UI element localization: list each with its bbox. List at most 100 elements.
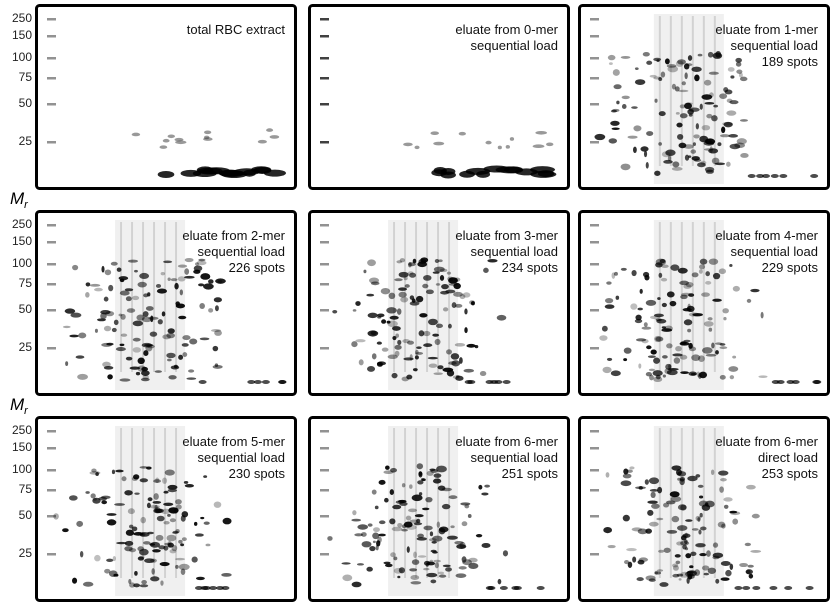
marker-band [320,224,329,227]
gel-spot [719,374,726,380]
gel-spot [692,313,703,317]
gel-spot [739,119,748,122]
gel-spot [404,284,410,288]
gel-spot [694,569,701,576]
gel-spot [665,149,676,156]
gel-spot [384,497,389,503]
marker-band [590,447,599,450]
gel-spot [487,258,498,263]
gel-spot [442,307,449,312]
streak [131,428,134,578]
gel-spot [604,304,615,309]
marker-band [47,515,56,518]
gel-spot [703,140,715,146]
gel-spot [634,67,639,70]
gel-spot [107,374,113,380]
gel-spot [182,352,188,357]
marker-band [320,35,329,38]
gel-spot [460,502,471,506]
gel-spot [155,534,164,541]
marker-band [47,263,56,266]
panel-caption: sequential load [471,450,558,465]
gel-spot [64,308,76,314]
panel-bg [578,210,830,396]
gel-spot [605,472,610,478]
gel-spot [417,533,424,539]
gel-spot [483,165,510,173]
gel-spot [423,275,432,281]
gel-spot [417,261,428,268]
marker-band [47,224,56,227]
gel-spot [666,500,676,505]
gel-spot [659,259,666,264]
streak [658,222,661,372]
gel-panel: total RBC extract [35,4,297,190]
panel-caption: eluate from 0-mer [455,22,558,37]
marker-band [47,77,56,80]
gel-spot [739,562,748,568]
gel-spot [476,170,491,178]
gel-spot [629,466,635,470]
gel-spot [428,363,438,368]
streak [426,428,429,578]
gel-spot [612,69,620,76]
panel-caption: eluate from 4-mer [715,228,818,243]
streak [153,222,156,372]
mw-tick-label: 25 [19,340,33,354]
gel-spot [677,59,686,65]
gel-spot [478,484,483,490]
streak [713,16,716,166]
gel-spot [269,135,280,139]
gel-spot [454,541,464,545]
gel-spot [706,113,713,119]
gel-spot [416,518,421,524]
gel-spot [65,361,69,367]
gel-spot [810,174,819,178]
gel-spot [159,561,170,567]
gel-spot [711,157,720,165]
panel-caption: sequential load [198,244,285,259]
gel-spot [369,545,376,552]
gel-spot [199,337,210,341]
gel-spot [416,346,422,350]
gel-spot [688,342,693,349]
gel-spot [155,283,162,288]
gel-spot [745,569,753,575]
marker-band [590,309,599,312]
gel-spot [481,492,489,496]
gel-spot [131,526,138,532]
gel-spot [367,259,376,267]
gel-spot [784,586,793,590]
gel-spot [222,517,232,525]
gel-spot [214,330,222,336]
streak [702,222,705,372]
gel-spot [94,287,103,292]
gel-spot [701,347,713,354]
gel-spot [144,558,155,564]
gel-spot [127,259,139,263]
gel-spot [184,483,194,488]
gel-spot [652,370,663,377]
gel-spot [439,274,445,281]
gel-spot [94,554,101,562]
gel-spot [776,380,785,384]
gel-spot [627,135,638,139]
gel-spot [445,289,456,294]
gel-spot [454,303,463,308]
gel-spot [208,308,214,313]
gel-spot [462,559,472,566]
gel-spot [648,368,655,372]
mw-tick-label: 50 [19,302,33,316]
gel-spot [418,471,423,477]
gel-spot [171,544,178,552]
gel-spot [391,526,403,532]
gel-spot [163,260,173,264]
gel-spot [159,145,168,149]
gel-spot [458,566,467,570]
gel-spot [357,524,369,530]
gel-spot [139,466,148,469]
panel-bg [35,416,297,602]
gel-spot [148,316,159,320]
gel-spot [152,549,161,553]
gel-spot [409,301,420,306]
